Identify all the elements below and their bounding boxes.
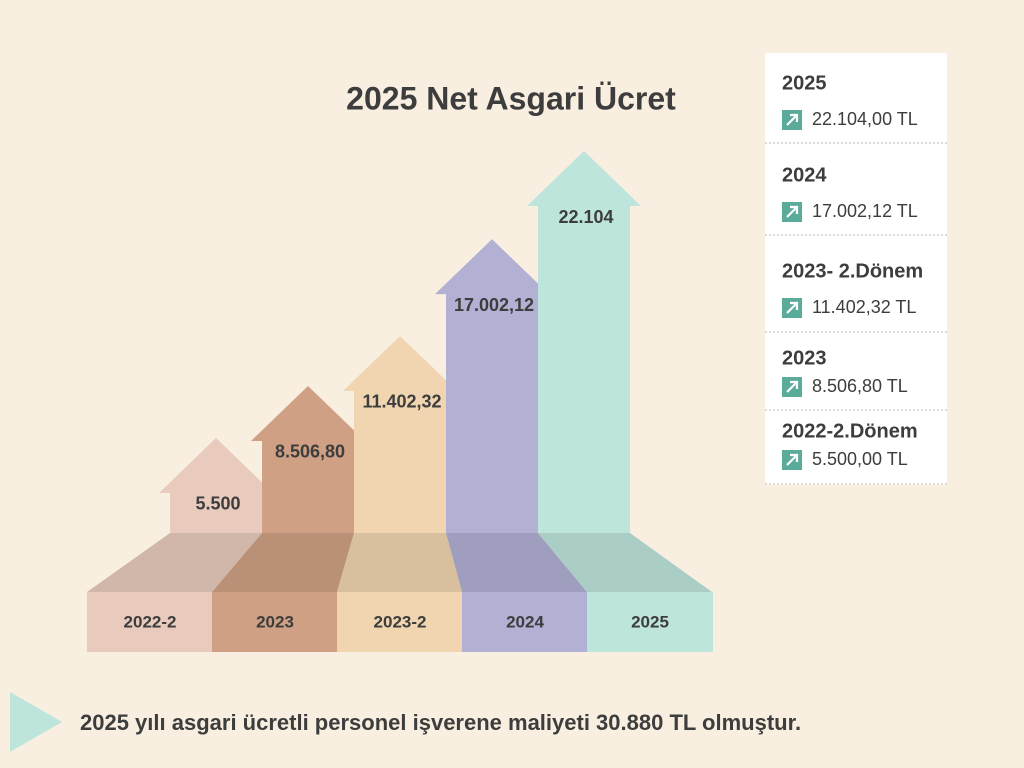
base-slab <box>212 533 354 592</box>
arrow-bar <box>343 335 457 533</box>
value-label: 8.506,80 <box>275 442 345 462</box>
category-label: 2022-2 <box>124 612 177 631</box>
value-label: 11.402,32 <box>362 392 441 412</box>
arrow-bar <box>435 239 549 533</box>
panel-label: 2023 <box>782 347 827 369</box>
panel-amount: 17.002,12 TL <box>812 201 918 221</box>
value-label: 5.500 <box>195 494 240 514</box>
panel-amount: 11.402,32 TL <box>812 297 916 317</box>
panel-amount: 22.104,00 TL <box>812 109 918 129</box>
base-front <box>337 592 463 652</box>
category-label: 2023 <box>256 612 294 631</box>
panel-label: 2023- 2.Dönem <box>782 260 923 282</box>
trend-arrow <box>786 113 799 126</box>
panel-amount: 8.506,80 TL <box>812 376 908 396</box>
arrow-bar <box>527 151 641 533</box>
trend-arrow <box>786 380 799 393</box>
base-front <box>587 592 713 652</box>
footer-text: 2025 yılı asgari ücretli personel işvere… <box>80 710 801 735</box>
panel-label: 2022-2.Dönem <box>782 420 918 442</box>
arrow-bar <box>159 437 273 533</box>
arrow-bar <box>251 385 365 533</box>
panel-label: 2024 <box>782 164 827 186</box>
panel-label: 2025 <box>782 72 827 94</box>
base-slab <box>87 533 262 592</box>
base-slab <box>446 533 587 592</box>
panel-amount: 5.500,00 TL <box>812 449 908 469</box>
base-front <box>87 592 213 652</box>
trend-arrow <box>786 205 799 218</box>
category-label: 2023-2 <box>374 612 427 631</box>
value-label: 22.104 <box>558 207 613 227</box>
base-slab <box>538 533 712 592</box>
chart-title: 2025 Net Asgari Ücret <box>346 80 676 116</box>
base-front <box>462 592 588 652</box>
base-front <box>212 592 338 652</box>
category-label: 2025 <box>631 612 669 631</box>
trend-arrow <box>786 453 799 466</box>
base-slab <box>337 533 462 592</box>
category-label: 2024 <box>506 612 544 631</box>
trend-arrow <box>786 301 799 314</box>
value-label: 17.002,12 <box>454 295 534 315</box>
footer-triangle <box>10 692 62 752</box>
